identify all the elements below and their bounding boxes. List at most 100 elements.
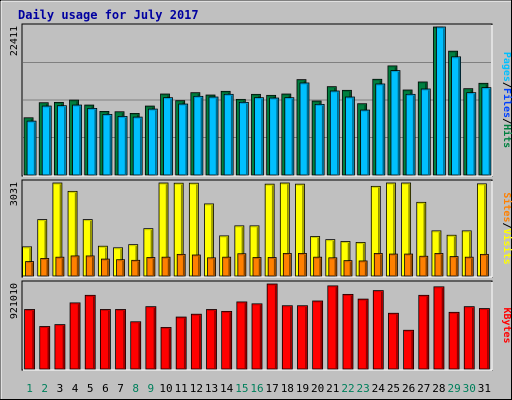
files-bar-day-13 — [208, 96, 219, 176]
files-bar-day-24 — [375, 83, 386, 176]
kbytes-bar-day-13 — [206, 309, 217, 370]
sites-bar-day-22 — [343, 260, 353, 277]
legend-entry: Files — [501, 88, 512, 118]
kbytes-bar-day-31 — [479, 308, 490, 370]
kbytes-bar-day-24 — [372, 290, 384, 370]
sites-bar-day-11 — [176, 253, 186, 277]
sites-bar-day-21 — [328, 257, 338, 277]
files-bar-day-5 — [87, 108, 98, 176]
series-files — [26, 26, 492, 176]
sites-bar-day-14 — [222, 256, 232, 277]
y-max-label-kbytes: 921010 — [9, 283, 20, 319]
sites-bar-day-8 — [131, 259, 141, 277]
sites-bar-day-7 — [116, 259, 125, 277]
sites-bar-day-16 — [252, 257, 262, 277]
sites-bar-day-25 — [389, 253, 398, 277]
files-bar-day-11 — [178, 103, 189, 176]
sites-bar-day-2 — [40, 258, 50, 277]
files-bar-day-21 — [329, 90, 340, 176]
kbytes-bar-day-8 — [130, 321, 142, 370]
files-bar-day-7 — [117, 116, 128, 176]
kbytes-bar-day-15 — [236, 301, 248, 370]
x-tick-day-12: 12 — [190, 382, 203, 395]
x-tick-day-14: 14 — [220, 382, 234, 395]
files-bar-day-17 — [269, 97, 280, 176]
kbytes-bar-day-19 — [297, 305, 308, 370]
kbytes-bar-day-18 — [281, 305, 293, 370]
kbytes-bar-day-10 — [160, 327, 172, 370]
x-tick-day-15: 15 — [235, 382, 248, 395]
files-bar-day-2 — [41, 105, 52, 176]
sites-bar-day-20 — [313, 256, 323, 277]
x-tick-day-5: 5 — [87, 382, 94, 395]
kbytes-bar-day-12 — [190, 313, 202, 370]
files-bar-day-31 — [481, 87, 492, 176]
x-tick-day-27: 27 — [417, 382, 430, 395]
files-bar-day-30 — [466, 92, 477, 176]
sites-bar-day-24 — [373, 253, 383, 277]
sites-bar-day-29 — [449, 256, 459, 277]
sites-bar-day-3 — [55, 256, 65, 277]
kbytes-bar-day-11 — [175, 316, 187, 370]
files-bar-day-29 — [451, 56, 461, 176]
sites-bar-day-19 — [298, 253, 307, 277]
x-tick-day-11: 11 — [175, 382, 188, 395]
files-bar-day-10 — [163, 97, 173, 176]
files-bar-day-6 — [102, 114, 113, 176]
kbytes-bar-day-6 — [99, 309, 111, 370]
sites-bar-day-12 — [191, 254, 201, 277]
x-tick-day-16: 16 — [250, 382, 263, 395]
x-tick-day-7: 7 — [117, 382, 124, 395]
kbytes-bar-day-25 — [388, 312, 399, 370]
x-tick-day-21: 21 — [326, 382, 339, 395]
kbytes-bar-day-28 — [433, 286, 445, 370]
x-tick-day-3: 3 — [57, 382, 64, 395]
legend-entry: / — [501, 82, 512, 88]
x-tick-day-31: 31 — [478, 382, 491, 395]
kbytes-bar-day-16 — [251, 303, 263, 370]
series-sites — [25, 253, 489, 277]
x-tick-day-2: 2 — [41, 382, 48, 395]
x-tick-day-26: 26 — [402, 382, 415, 395]
files-bar-day-26 — [405, 93, 416, 176]
x-tick-day-22: 22 — [341, 382, 354, 395]
y-max-label-hits-files-pages: 22411 — [9, 26, 20, 56]
sites-bar-day-18 — [282, 253, 292, 277]
legend-entry: / — [501, 118, 512, 124]
kbytes-bar-day-26 — [403, 329, 415, 370]
sites-bar-day-28 — [434, 253, 444, 277]
legend-entry: Sites — [501, 192, 512, 222]
x-tick-day-20: 20 — [311, 382, 324, 395]
legend-entry: KBytes — [501, 307, 512, 343]
kbytes-bar-day-29 — [448, 311, 460, 370]
x-tick-day-8: 8 — [132, 382, 139, 395]
files-bar-day-8 — [132, 116, 143, 176]
sites-bar-day-5 — [85, 255, 95, 277]
sites-bar-day-23 — [358, 260, 368, 277]
files-bar-day-14 — [223, 93, 234, 176]
kbytes-bar-day-22 — [342, 293, 354, 370]
panel-kbytes: 921010 KBytes — [9, 280, 512, 371]
x-tick-day-24: 24 — [372, 382, 386, 395]
files-bar-day-4 — [72, 104, 82, 176]
x-tick-day-28: 28 — [432, 382, 445, 395]
legend-visits-sites: Sites/Visits — [501, 192, 512, 264]
files-bar-day-15 — [238, 101, 249, 176]
files-bar-day-22 — [345, 96, 355, 176]
files-bar-day-19 — [299, 82, 310, 176]
x-tick-day-6: 6 — [102, 382, 109, 395]
files-bar-day-1 — [26, 120, 37, 176]
x-tick-day-17: 17 — [266, 382, 279, 395]
kbytes-bar-day-4 — [69, 302, 81, 370]
x-tick-day-18: 18 — [281, 382, 294, 395]
sites-bar-day-17 — [267, 257, 277, 277]
kbytes-bar-day-2 — [39, 326, 51, 370]
x-tick-day-23: 23 — [357, 382, 370, 395]
x-axis-day-labels: 1 2 3 4 5 6 7 8 9 10 11 12 13 14 15 16 17 18 19 20 21 22 23 24 2… — [26, 382, 491, 395]
sites-bar-day-10 — [161, 256, 171, 277]
y-max-label-visits-sites: 3031 — [9, 182, 20, 206]
kbytes-bar-day-5 — [84, 294, 96, 370]
x-tick-day-1: 1 — [26, 382, 33, 395]
kbytes-bar-day-21 — [327, 285, 339, 370]
